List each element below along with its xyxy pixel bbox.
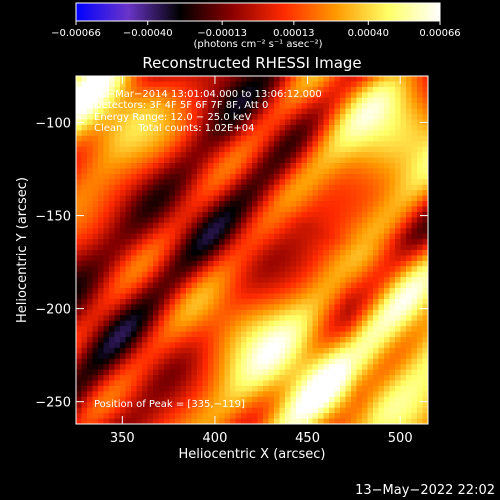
heatmap-image	[76, 76, 428, 424]
colorbar-tick-label: 0.00066	[419, 28, 460, 39]
y-tick-label: −200	[35, 303, 71, 318]
x-axis: 350 400 450 500	[110, 76, 413, 446]
x-tick-label: 450	[295, 431, 320, 446]
colorbar-gradient	[75, 2, 441, 22]
colorbar-tick-label: −0.00013	[197, 28, 247, 39]
y-axis-label: Heliocentric Y (arcsec)	[15, 177, 30, 323]
colorbar-unit-label: (photons cm⁻² s⁻¹ asec⁻²)	[193, 39, 322, 50]
colorbar-ticks: −0.00066 −0.00040 −0.00013 0.00013 0.00040 0.…	[51, 21, 461, 39]
x-tick-label: 350	[110, 431, 135, 446]
colorbar-tick-label: 0.00013	[273, 28, 314, 39]
observation-annotations: 16−Mar−2014 13:01:04.000 to 13:06:12.000…	[94, 89, 322, 410]
chart-title: Reconstructed RHESSI Image	[142, 54, 361, 72]
colorbar-tick-label: −0.00040	[123, 28, 173, 39]
y-tick-label: −250	[35, 396, 71, 411]
annotation-clean-counts: Clean Total counts: 1.02E+04	[94, 123, 254, 134]
y-tick-label: −100	[35, 117, 71, 132]
x-tick-label: 500	[388, 431, 413, 446]
colorbar-tick-label: −0.00066	[51, 28, 101, 39]
date-stamp: 13−May−2022 22:02	[355, 483, 495, 498]
y-tick-label: −150	[35, 210, 71, 225]
x-axis-label: Heliocentric X (arcsec)	[179, 447, 326, 462]
annotation-peak-position: Position of Peak = [335,−119]	[94, 399, 245, 410]
annotation-time-range: 16−Mar−2014 13:01:04.000 to 13:06:12.000	[94, 89, 322, 100]
y-axis: −100 −150 −200 −250	[35, 117, 428, 411]
x-tick-label: 400	[203, 431, 228, 446]
annotation-detectors: Detectors: 3F 4F 5F 6F 7F 8F, Att 0	[94, 100, 268, 111]
colorbar: −0.00066 −0.00040 −0.00013 0.00013 0.00040 0.…	[51, 2, 461, 50]
plot-frame	[75, 75, 429, 425]
colorbar-tick-label: 0.00040	[348, 28, 389, 39]
annotation-energy-range: Energy Range: 12.0 − 25.0 keV	[94, 112, 251, 123]
